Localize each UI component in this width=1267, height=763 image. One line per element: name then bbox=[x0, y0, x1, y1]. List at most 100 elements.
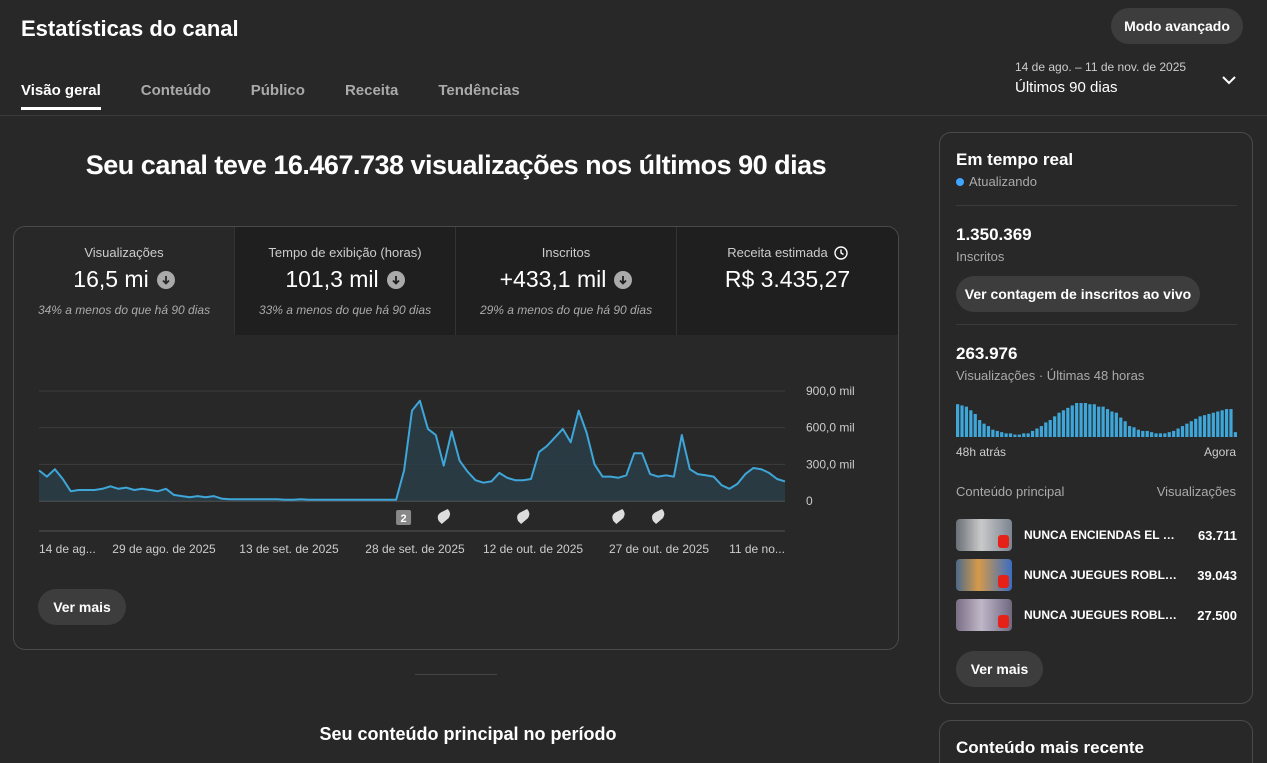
shorts-icon bbox=[517, 509, 530, 524]
realtime-bar bbox=[1044, 422, 1048, 437]
realtime-panel: Em tempo real Atualizando 1.350.369 Insc… bbox=[939, 132, 1253, 704]
realtime-bar bbox=[1048, 420, 1052, 437]
upload-count-marker bbox=[396, 510, 412, 525]
realtime-bar bbox=[1092, 404, 1096, 437]
realtime-bar bbox=[1105, 409, 1110, 437]
realtime-bar bbox=[1004, 433, 1008, 437]
metric-comparison: 33% a menos do que há 90 dias bbox=[258, 303, 432, 317]
realtime-bar bbox=[1114, 412, 1118, 437]
mini-chart-end-label: Agora bbox=[1203, 445, 1236, 459]
video-views: 27.500 bbox=[1197, 607, 1237, 623]
realtime-bar bbox=[1158, 433, 1163, 437]
upload-count-label: 2 bbox=[401, 513, 407, 525]
realtime-bar bbox=[960, 405, 964, 437]
arrow-down-icon bbox=[386, 270, 405, 289]
realtime-views-count: 263.976 bbox=[956, 344, 1018, 363]
metric-label: Receita estimada bbox=[727, 245, 828, 260]
realtime-bar bbox=[982, 423, 986, 437]
x-tick-label: 14 de ag... bbox=[39, 542, 96, 556]
x-tick-label: 27 de out. de 2025 bbox=[609, 542, 709, 556]
shorts-icon bbox=[437, 509, 451, 524]
shorts-badge-icon bbox=[998, 575, 1009, 588]
realtime-bar bbox=[969, 410, 973, 437]
metric-value: +433,1 mil bbox=[499, 266, 607, 292]
realtime-bar bbox=[1150, 432, 1154, 437]
top-content-row[interactable]: NUNCA ENCIENDAS EL ROBLOX... 63.711 bbox=[956, 519, 1237, 551]
realtime-bar bbox=[1101, 406, 1105, 437]
tab-overview[interactable]: Visão geral bbox=[21, 82, 101, 110]
realtime-see-more-button[interactable]: Ver mais bbox=[956, 651, 1043, 687]
date-range-label: Últimos 90 dias bbox=[1015, 79, 1118, 96]
tab-trends[interactable]: Tendências bbox=[438, 82, 520, 99]
clock-icon bbox=[834, 245, 848, 260]
metric-subscribers[interactable]: Inscritos +433,1 mil 29% a menos do que … bbox=[456, 227, 677, 335]
metric-watch-time[interactable]: Tempo de exibição (horas) 101,3 mil 33% … bbox=[235, 227, 456, 335]
tab-audience[interactable]: Público bbox=[250, 82, 305, 99]
tab-revenue[interactable]: Receita bbox=[344, 82, 399, 99]
realtime-bar bbox=[1211, 412, 1215, 437]
y-tick-label: 900,0 mil bbox=[806, 384, 855, 398]
divider bbox=[956, 324, 1237, 325]
realtime-bar bbox=[973, 413, 977, 437]
shorts-icon bbox=[612, 509, 625, 524]
realtime-bar bbox=[1053, 416, 1057, 437]
realtime-bar bbox=[964, 406, 969, 437]
advanced-mode-button[interactable]: Modo avançado bbox=[1111, 8, 1243, 44]
top-content-section-title: Seu conteúdo principal no período bbox=[319, 724, 617, 744]
realtime-title: Em tempo real bbox=[956, 150, 1074, 169]
video-title: NUNCA JUEGUES ROBLOX... bbox=[1024, 568, 1178, 582]
live-dot-icon bbox=[956, 177, 964, 186]
realtime-bar bbox=[1176, 428, 1180, 437]
realtime-bar bbox=[1198, 416, 1202, 437]
date-range-dates: 14 de ago. – 11 de nov. de 2025 bbox=[1015, 60, 1187, 74]
realtime-bar bbox=[1224, 409, 1229, 437]
live-subscriber-count-button[interactable]: Ver contagem de inscritos ao vivo bbox=[956, 276, 1200, 312]
realtime-bar bbox=[1026, 433, 1030, 437]
video-thumbnail bbox=[956, 599, 1012, 631]
top-content-row[interactable]: NUNCA JUEGUES ROBLOX... 27.500 bbox=[956, 599, 1237, 631]
realtime-bar bbox=[1141, 430, 1145, 437]
video-views: 39.043 bbox=[1197, 567, 1237, 583]
overview-card: Visualizações 16,5 mi 34% a menos do que… bbox=[13, 226, 899, 650]
realtime-views-label: Visualizações · Últimas 48 horas bbox=[956, 368, 1145, 383]
views-line bbox=[38, 399, 786, 501]
tab-content[interactable]: Conteúdo bbox=[140, 82, 211, 99]
x-tick-label: 29 de ago. de 2025 bbox=[112, 542, 216, 556]
realtime-bar bbox=[1202, 415, 1207, 437]
metric-comparison: 29% a menos do que há 90 dias bbox=[479, 303, 653, 317]
realtime-bar bbox=[1132, 427, 1136, 437]
metric-label-row: Receita estimada bbox=[677, 245, 898, 260]
top-content-row[interactable]: NUNCA JUEGUES ROBLOX... 39.043 bbox=[956, 559, 1237, 591]
realtime-bar bbox=[1035, 428, 1039, 437]
realtime-bar bbox=[1127, 426, 1132, 437]
top-views-header: Visualizações bbox=[1156, 484, 1236, 499]
realtime-bar bbox=[1097, 406, 1101, 437]
latest-content-panel: Conteúdo mais recente bbox=[939, 720, 1253, 763]
subscriber-label: Inscritos bbox=[956, 249, 1005, 264]
metric-value: R$ 3.435,27 bbox=[724, 266, 851, 292]
x-tick-label: 12 de out. de 2025 bbox=[483, 542, 583, 556]
metric-label: Tempo de exibição (horas) bbox=[268, 245, 422, 260]
see-more-button[interactable]: Ver mais bbox=[38, 589, 126, 625]
realtime-bar bbox=[1136, 429, 1140, 437]
realtime-bar bbox=[995, 430, 999, 437]
metric-views[interactable]: Visualizações 16,5 mi 34% a menos do que… bbox=[14, 227, 235, 335]
video-title: NUNCA ENCIENDAS EL ROBLOX... bbox=[1024, 528, 1178, 542]
metric-revenue[interactable]: Receita estimada R$ 3.435,27 bbox=[677, 227, 898, 335]
realtime-bar bbox=[1167, 432, 1171, 437]
video-views: 63.711 bbox=[1197, 527, 1237, 543]
realtime-bar bbox=[1013, 434, 1017, 437]
date-range-selector[interactable]: 14 de ago. – 11 de nov. de 2025 Últimos … bbox=[1015, 60, 1186, 96]
top-content-header: Conteúdo principal bbox=[956, 484, 1065, 499]
realtime-bar bbox=[1194, 418, 1198, 437]
shorts-badge-icon bbox=[998, 535, 1009, 548]
shorts-icon bbox=[652, 509, 665, 524]
x-tick-label: 13 de set. de 2025 bbox=[239, 542, 339, 556]
y-tick-label: 300,0 mil bbox=[806, 457, 855, 471]
realtime-status-label: Atualizando bbox=[969, 174, 1037, 189]
x-tick-label: 28 de set. de 2025 bbox=[365, 542, 465, 556]
realtime-bar bbox=[1216, 411, 1220, 437]
realtime-bar bbox=[1119, 417, 1123, 437]
chevron-down-icon[interactable] bbox=[1219, 70, 1239, 90]
